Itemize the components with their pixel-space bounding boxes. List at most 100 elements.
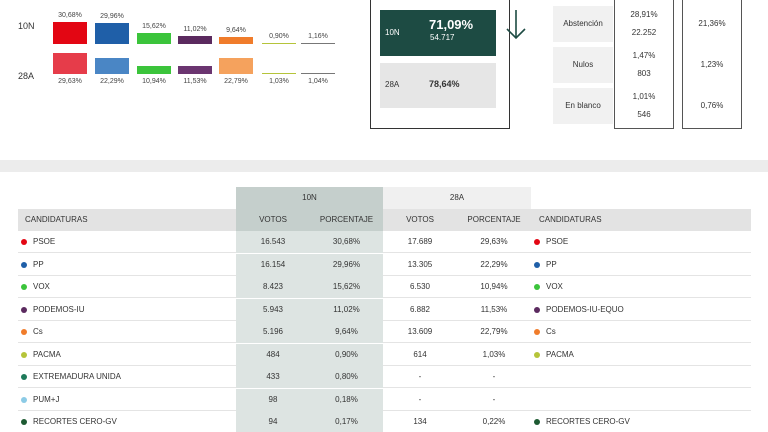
party-bar-10n: [137, 32, 171, 44]
percentage-10n: 30,68%: [310, 231, 383, 253]
candidate-name-28a: Cs: [531, 321, 751, 343]
stat-28a-percentage: 1,23%: [700, 60, 724, 69]
header-porcentaje-28a: PORCENTAJE: [457, 209, 531, 231]
party-pct-28a: 11,53%: [183, 78, 207, 85]
header-candidaturas-28a: CANDIDATURAS: [531, 209, 751, 231]
candidate-name: VOX: [18, 276, 236, 298]
stats-column-28a: 21,36% 1,23% 0,76%: [682, 0, 742, 129]
party-color-dot: [21, 329, 27, 335]
party-color-dot: [21, 419, 27, 425]
party-pct-10n: 29,96%: [100, 12, 124, 20]
turnout-28a-percentage: 78,64%: [429, 79, 460, 89]
party-bar-10n: [95, 22, 129, 44]
candidate-name-text: PP: [33, 259, 44, 269]
percentage-10n: 29,96%: [310, 253, 383, 276]
candidate-name-text: EXTREMADURA UNIDA: [33, 372, 122, 381]
votes-10n: 5.196: [236, 321, 310, 343]
table-row: Cs 5.196 9,64% 13.609 22,79% Cs: [18, 321, 751, 343]
party-column-cs: 9,64% 22,79%: [219, 0, 253, 100]
percentage-10n: 0,18%: [310, 388, 383, 411]
party-pct-28a: 10,94%: [142, 78, 166, 85]
party-color-dot: [534, 284, 540, 290]
table-row: EXTREMADURA UNIDA 433 0,80% - -: [18, 366, 751, 388]
candidate-name-text: VOX: [33, 282, 50, 291]
votes-10n: 16.543: [236, 231, 310, 253]
percentage-28a: 22,29%: [480, 259, 508, 269]
party-bar-28a: [137, 66, 171, 74]
header-candidaturas: CANDIDATURAS: [18, 209, 236, 231]
party-bar-10n: [262, 42, 296, 44]
stat-10n-votes: 22.252: [631, 28, 657, 37]
party-pct-28a: 22,79%: [224, 78, 248, 85]
party-pct-28a: 1,04%: [308, 78, 328, 85]
party-column-podemos: 11,02% 11,53%: [178, 0, 212, 100]
header-votos-10n: VOTOS: [236, 209, 310, 231]
candidate-name-text: Cs: [33, 327, 43, 336]
candidate-name-28a-text: Cs: [546, 327, 556, 336]
party-color-dot: [21, 351, 27, 358]
party-color-dot: [21, 306, 27, 313]
turnout-10n: 10N 71,09% 54.717: [380, 10, 496, 56]
results-table: 10N 28A CANDIDATURAS VOTOS PORCENTAJE VO…: [0, 172, 768, 432]
party-column-psoe: 30,68% 29,63%: [53, 0, 87, 100]
stat-label: Nulos: [553, 47, 613, 83]
candidate-name-28a: PP: [531, 254, 751, 276]
party-pct-10n: 1,16%: [308, 32, 328, 40]
stat-10n-votes: 803: [637, 69, 651, 78]
party-bar-28a: [178, 65, 212, 74]
header-votos-28a: VOTOS: [383, 209, 457, 231]
candidate-name-28a: VOX: [531, 276, 751, 298]
turnout-10n-votes: 54.717: [430, 33, 455, 42]
votes-28a: 6.882: [409, 304, 431, 314]
results-panel: 10N 28A 30,68% 29,63% 29,96% 22,29% 15,62% 10…: [0, 0, 768, 160]
votes-28a: 6.530: [409, 282, 431, 291]
party-pct-10n: 9,64%: [226, 27, 246, 35]
candidate-name-28a-text: PODEMOS-IU-EQUO: [546, 304, 624, 314]
candidate-name-28a: PODEMOS-IU-EQUO: [531, 299, 751, 321]
votes-10n: 8.423: [236, 276, 310, 298]
votes-10n: 5.943: [236, 298, 310, 321]
turnout-28a: 28A 78,64%: [380, 63, 496, 108]
percentage-10n: 11,02%: [310, 298, 383, 321]
party-bar-10n: [53, 22, 87, 44]
candidate-name-28a-text: VOX: [546, 282, 563, 291]
turnout-10n-label: 10N: [385, 28, 400, 37]
candidate-name-28a-text: RECORTES CERO-GV: [546, 417, 630, 426]
percentage-10n: 9,64%: [310, 321, 383, 343]
table-row: PUM+J 98 0,18% - -: [18, 388, 751, 411]
percentage-10n: 15,62%: [310, 276, 383, 298]
candidate-name-28a: [531, 366, 751, 388]
party-pct-10n: 15,62%: [142, 22, 166, 30]
votes-28a: -: [418, 394, 422, 404]
stat-label: Abstención: [553, 6, 613, 42]
party-color-dot: [534, 306, 540, 313]
percentage-10n: 0,80%: [310, 366, 383, 388]
votes-10n: 484: [236, 343, 310, 366]
party-bar-28a: [219, 57, 253, 74]
party-bar-10n: [178, 36, 212, 44]
candidate-name-28a-text: PP: [546, 259, 557, 269]
party-color-dot: [21, 374, 27, 380]
candidate-name: EXTREMADURA UNIDA: [18, 366, 236, 388]
votes-28a: 13.305: [407, 259, 433, 269]
party-column-pacma: 0,90% 1,03%: [262, 0, 296, 100]
table-row: PSOE 16.543 30,68% 17.689 29,63% PSOE: [18, 231, 751, 253]
group-header-10n: 10N: [236, 187, 383, 209]
candidate-name-28a: PACMA: [531, 344, 751, 366]
party-color-dot: [21, 284, 27, 290]
party-bar-28a: [53, 52, 87, 74]
row-label-28a: 28A: [18, 71, 35, 81]
stat-10n-percentage: 1,01%: [632, 92, 656, 101]
party-color-dot: [534, 261, 540, 268]
candidate-name: PP: [18, 254, 236, 276]
candidate-name-28a: PSOE: [531, 231, 751, 253]
party-color-dot: [21, 396, 27, 403]
percentage-28a: 10,94%: [480, 282, 508, 291]
stats-column-10n: 28,91% 22.252 1,47% 803 1,01% 546: [614, 0, 674, 129]
stat-10n-votes: 546: [637, 110, 651, 119]
candidate-name-28a-text: PACMA: [546, 349, 574, 359]
party-color-dot: [534, 239, 540, 245]
table-row: PP 16.154 29,96% 13.305 22,29% PP: [18, 253, 751, 276]
party-pct-10n: 30,68%: [58, 12, 82, 19]
percentage-28a: 29,63%: [480, 237, 508, 246]
